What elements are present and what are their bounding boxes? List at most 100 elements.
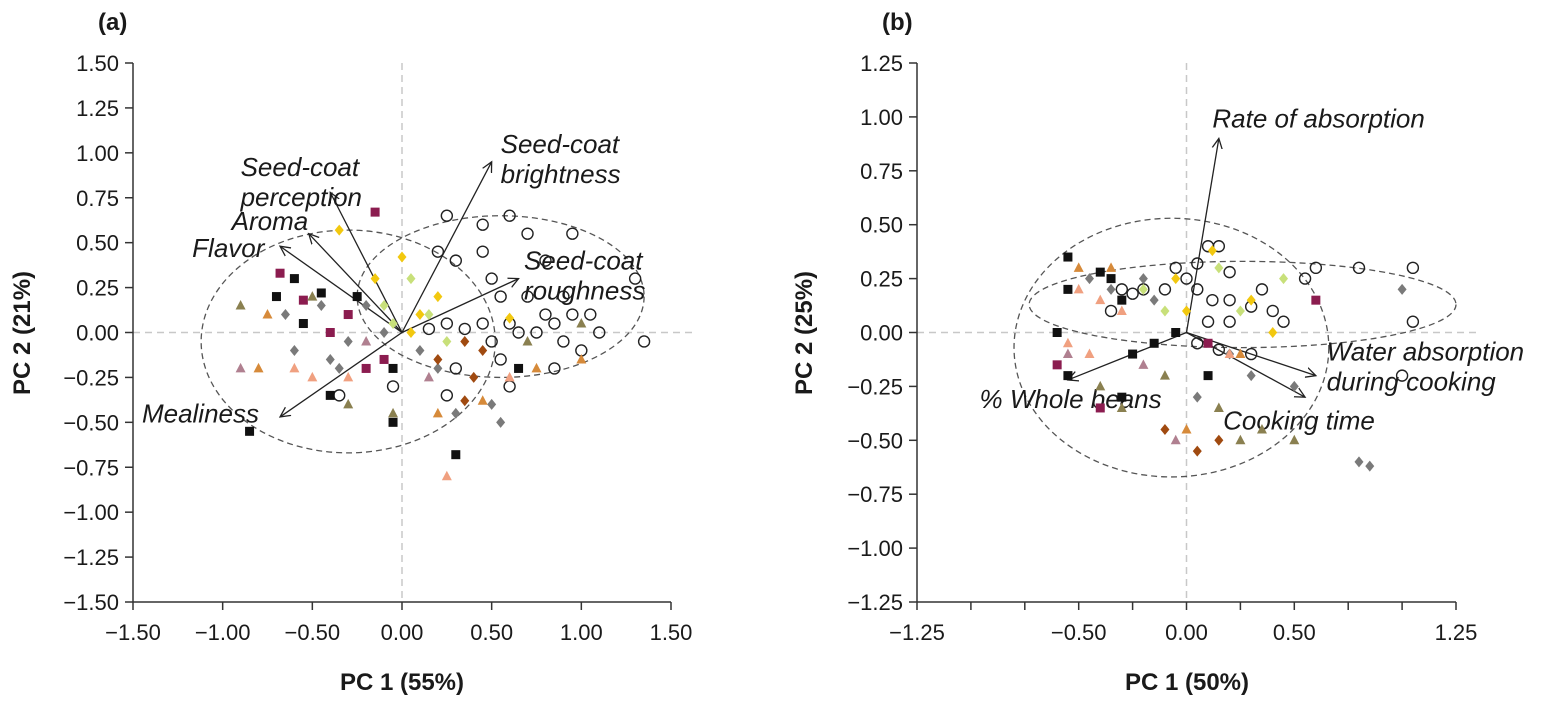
score-point [386,380,400,393]
score-point [460,335,470,347]
vector-label-line: roughness [524,276,645,306]
score-point [1246,294,1256,306]
y-tick-label: −0.75 [847,482,903,507]
score-point [1255,283,1269,296]
score-point [485,335,498,348]
score-point [1159,370,1170,380]
panel-label-a: (a) [98,9,127,36]
score-point [1095,380,1106,391]
score-point [530,326,543,339]
score-point [1201,315,1215,328]
score-point [388,407,399,418]
scores-b [1052,240,1420,472]
score-point [388,318,398,330]
y-tick-label: −0.50 [63,410,119,435]
vector-label-a-2: Seed-coat perception [240,152,362,212]
score-point [235,362,246,373]
loading-vector-a-6 [280,331,403,417]
x-tick-label: −1.00 [195,620,251,645]
score-point [1191,257,1204,270]
panel-label-b: (b) [882,9,913,36]
y-axis-title-a: PC 2 (21%) [9,271,36,395]
score-point [1223,315,1236,328]
score-point [361,363,371,373]
score-point [379,300,389,312]
vector-label-line: Aroma [230,206,309,236]
score-point [539,308,552,321]
score-point [503,380,516,393]
score-point [440,389,454,402]
score-point [1352,261,1366,275]
score-point [1266,304,1279,318]
score-point [449,362,462,375]
score-point [1128,349,1138,359]
score-point [415,344,425,356]
score-point [334,362,344,374]
x-tick-label: 1.50 [650,620,693,645]
score-point [1289,434,1300,445]
x-tick-label: 0.00 [381,620,424,645]
score-point [280,309,290,321]
score-point [1106,283,1116,295]
score-point [1406,315,1420,328]
score-point [521,290,534,303]
vector-label-line: perception [240,182,362,212]
score-point [1223,265,1236,279]
loading-vector-b-4 [1068,331,1187,380]
score-point [1063,252,1073,262]
score-point [343,335,353,347]
score-point [1073,262,1084,272]
y-tick-label: 0.50 [76,231,119,256]
confidence-ellipse-b-2 [1028,260,1457,349]
x-tick-label: −1.25 [889,620,945,645]
score-point [1213,402,1224,412]
score-point [424,309,434,321]
vector-label-line: Seed-coat [241,152,361,182]
score-point [271,292,281,302]
score-point [566,227,579,240]
y-tick-label: −1.25 [847,590,903,615]
x-tick-label: −0.50 [1051,620,1107,645]
score-point [1214,262,1224,274]
score-point [298,319,308,329]
y-tick-label: 1.25 [860,51,903,76]
vector-label-b-2: Water absorption during cooking [1327,337,1525,397]
score-point [343,398,354,409]
score-point [406,273,416,285]
score-point [1104,304,1118,318]
vector-label-line: Mealiness [142,398,259,428]
score-point [1117,392,1127,402]
x-tick-label: 1.25 [1435,620,1478,645]
ellipses-a [200,215,645,454]
y-tick-label: 0.25 [76,276,119,301]
score-point [379,327,389,338]
score-point [388,363,398,373]
vector-label-line: Seed-coat [501,129,621,159]
score-point [476,317,489,330]
score-point [1279,273,1289,285]
score-point [539,254,552,267]
confidence-ellipse-b-1 [1013,217,1330,478]
score-point [352,292,362,302]
y-tick-label: −1.50 [63,590,119,615]
x-tick-label: 0.50 [470,620,513,645]
score-point [1126,287,1139,300]
score-point [548,317,561,330]
score-point [433,362,443,374]
score-point [496,416,506,428]
score-point [1277,315,1290,328]
score-point [487,398,497,410]
y-tick-label: −0.25 [847,374,903,399]
score-point [1052,328,1062,337]
confidence-ellipse-a-1 [200,229,496,454]
score-point [1235,434,1246,445]
score-point [1138,359,1149,369]
vector-label-line: Seed-coat [524,246,644,276]
score-point [433,291,443,303]
score-point [1095,294,1106,305]
loading-vector-b-1 [1185,138,1219,333]
score-point [1062,337,1073,348]
score-point [469,371,479,383]
score-point [433,353,443,365]
score-point [1181,424,1192,434]
